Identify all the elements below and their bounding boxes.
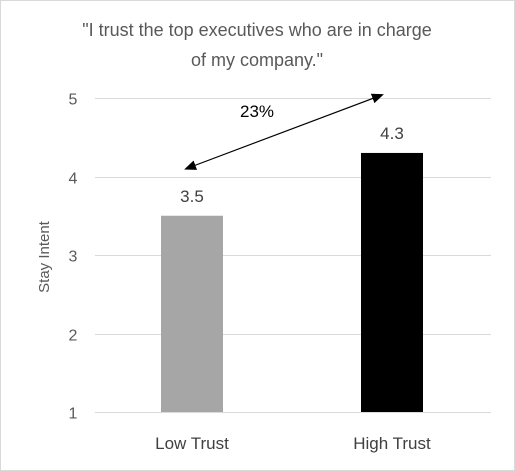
bar-high-trust: [361, 152, 423, 412]
chart-title-line-2: of my company.": [191, 50, 323, 70]
y-axis-ticks: 1 2 3 4 5: [69, 92, 78, 423]
data-label-low-trust: 3.5: [180, 187, 204, 206]
bar-low-trust: [161, 215, 223, 412]
chart-title-line-1: "I trust the top executives who are in c…: [82, 20, 432, 40]
y-axis-title: Stay Intent: [36, 220, 53, 293]
y-tick-label-5: 5: [69, 92, 78, 109]
y-tick-label-1: 1: [69, 406, 78, 423]
bars: [161, 152, 423, 412]
x-axis-categories: Low Trust High Trust: [155, 434, 431, 453]
change-annotation-label: 23%: [240, 102, 274, 121]
data-labels: 3.5 4.3: [180, 124, 404, 206]
y-tick-label-4: 4: [69, 171, 78, 188]
category-label-high-trust: High Trust: [353, 434, 431, 453]
y-tick-label-3: 3: [69, 249, 78, 266]
gridlines: [95, 98, 491, 413]
change-arrow: [184, 93, 384, 170]
y-tick-label-2: 2: [69, 328, 78, 345]
data-label-high-trust: 4.3: [380, 124, 404, 143]
category-label-low-trust: Low Trust: [155, 434, 229, 453]
